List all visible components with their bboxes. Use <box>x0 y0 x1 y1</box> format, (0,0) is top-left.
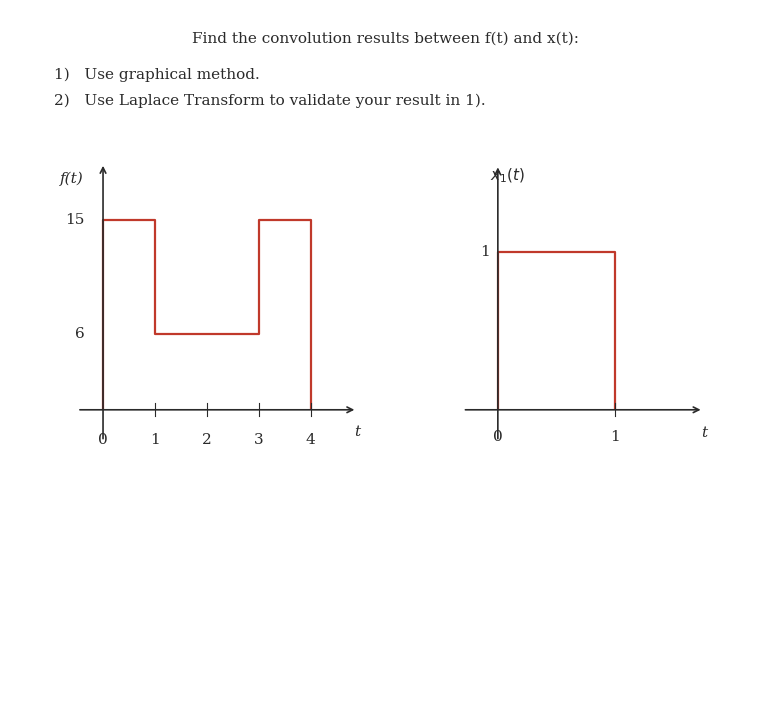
Text: 6: 6 <box>75 327 85 341</box>
Text: 2)   Use Laplace Transform to validate your result in 1).: 2) Use Laplace Transform to validate you… <box>54 94 486 108</box>
Text: 1: 1 <box>611 430 620 444</box>
Text: t: t <box>701 426 707 439</box>
Text: Find the convolution results between f(t) and x(t):: Find the convolution results between f(t… <box>192 32 579 46</box>
Text: 1: 1 <box>480 245 490 258</box>
Text: 4: 4 <box>305 433 315 446</box>
Text: 0: 0 <box>98 433 108 446</box>
Text: $x_1(t)$: $x_1(t)$ <box>490 166 525 184</box>
Text: 2: 2 <box>202 433 212 446</box>
Text: 1)   Use graphical method.: 1) Use graphical method. <box>54 68 260 82</box>
Text: 0: 0 <box>493 430 503 444</box>
Text: t: t <box>355 425 361 439</box>
Text: f(t): f(t) <box>59 172 83 187</box>
Text: 1: 1 <box>150 433 160 446</box>
Text: 15: 15 <box>66 213 85 227</box>
Text: 3: 3 <box>254 433 264 446</box>
